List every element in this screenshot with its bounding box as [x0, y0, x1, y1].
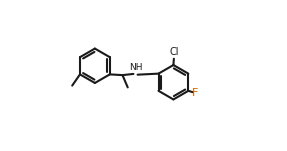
Text: F: F	[191, 88, 198, 98]
Text: Cl: Cl	[169, 47, 179, 57]
Text: NH: NH	[129, 63, 142, 72]
